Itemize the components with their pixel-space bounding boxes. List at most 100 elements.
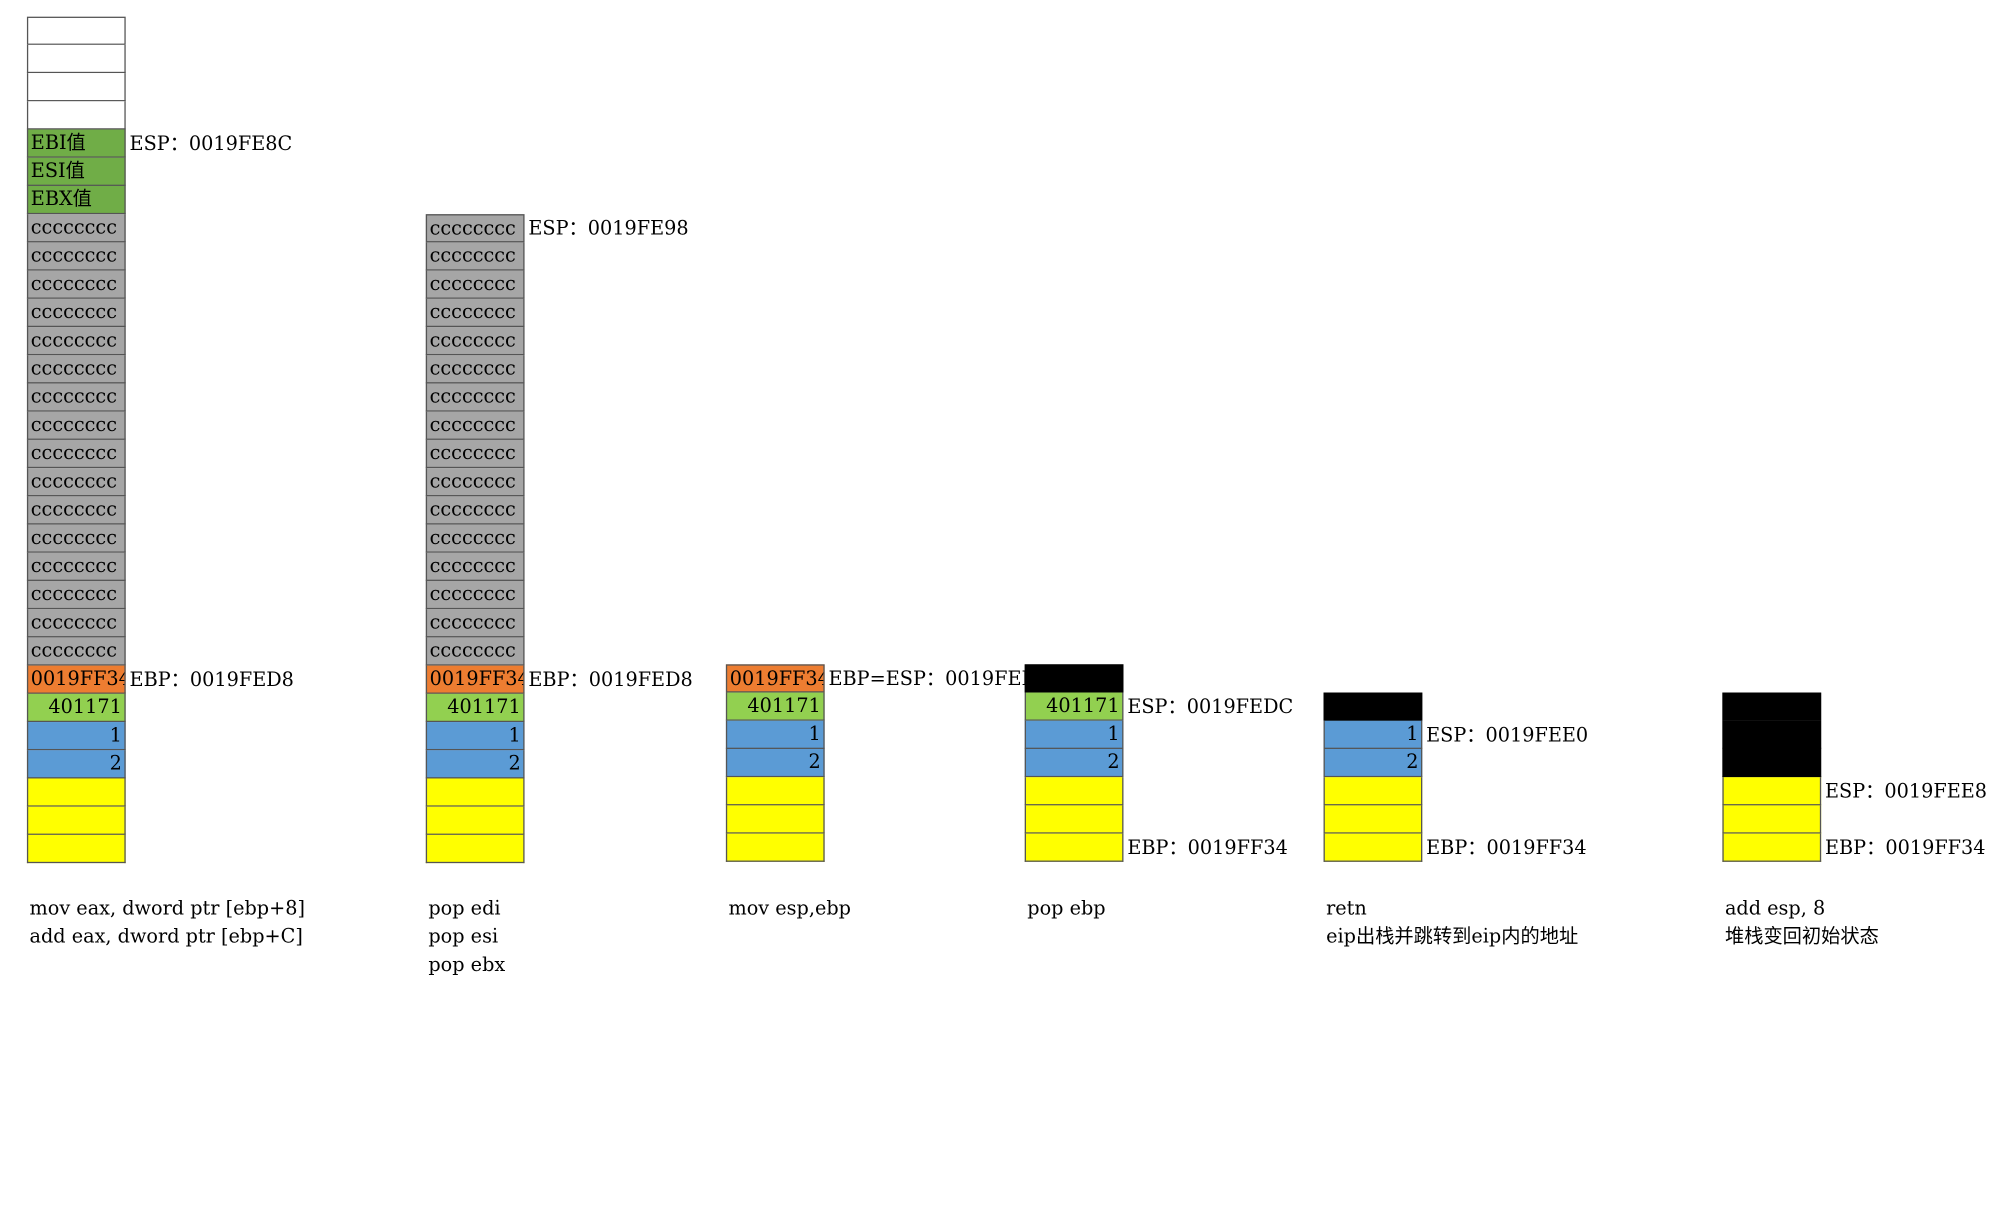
- instruction-line: 堆栈变回初始状态: [1724, 924, 1879, 948]
- instruction-line: mov esp,ebp: [728, 896, 851, 920]
- stack-cell-cc: cccccccc: [26, 298, 126, 328]
- stack-cell-yel: [725, 833, 825, 862]
- stack-cell-yel: [26, 834, 126, 864]
- stack-cell-arg: 2: [1323, 748, 1423, 778]
- stack-cell-yel: [1722, 777, 1822, 806]
- register-pointer-label: ESP：0019FEDC: [1127, 695, 1294, 719]
- stack-cell-cc: cccccccc: [26, 524, 126, 553]
- stack-cell-cc: cccccccc: [425, 609, 525, 638]
- stack-cell-blk: [1722, 748, 1822, 778]
- stack-cell-arg: 1: [26, 722, 126, 751]
- stack-cell-cc: cccccccc: [425, 327, 525, 356]
- stack-cell-yel: [1722, 833, 1822, 862]
- stack-cell-cc: cccccccc: [425, 524, 525, 553]
- stack-cell-cc: cccccccc: [26, 383, 126, 412]
- instruction-line: pop edi: [428, 896, 501, 920]
- stack-cell-cc: cccccccc: [26, 580, 126, 610]
- stack-cell-blk: [1024, 664, 1124, 693]
- stack-cell-ret: 401171: [26, 693, 126, 723]
- stack-cell-yel: [1024, 805, 1124, 834]
- register-pointer-label: EBP：0019FF34: [1426, 836, 1587, 860]
- register-pointer-label: EBP：0019FED8: [129, 668, 294, 692]
- stack-cell-yel: [425, 834, 525, 864]
- stack-cell-yel: [425, 806, 525, 835]
- stack-cell-cc: cccccccc: [26, 242, 126, 271]
- stack-column-6: [1722, 692, 1822, 862]
- stack-cell-cc: cccccccc: [26, 637, 126, 666]
- stack-cell-cc: cccccccc: [425, 383, 525, 412]
- stack-cell-arg: 2: [725, 748, 825, 778]
- stack-cell-empty: [26, 44, 126, 74]
- register-pointer-label: EBP：0019FED8: [528, 668, 693, 692]
- register-pointer-label: ESP：0019FEE0: [1426, 723, 1589, 747]
- stack-cell-blk: [1722, 720, 1822, 749]
- stack-cell-cc: cccccccc: [26, 411, 126, 440]
- stack-cell-cc: cccccccc: [425, 242, 525, 271]
- stack-cell-cc: cccccccc: [26, 270, 126, 299]
- stack-cell-yel: [1722, 805, 1822, 834]
- stack-cell-ret: 401171: [425, 693, 525, 723]
- register-pointer-label: ESP：0019FE8C: [129, 132, 293, 156]
- stack-cell-yel: [1024, 833, 1124, 862]
- stack-cell-cc: cccccccc: [26, 609, 126, 638]
- stack-cell-yel: [1323, 805, 1423, 834]
- stack-column-4: 401171 1 2: [1024, 664, 1124, 862]
- stack-cell-yel: [26, 778, 126, 807]
- instruction-line: add esp, 8: [1724, 896, 1826, 920]
- stack-cell-cc: cccccccc: [26, 496, 126, 525]
- register-pointer-label: ESP：0019FE98: [528, 216, 689, 240]
- stack-cell-arg: 1: [425, 722, 525, 751]
- instruction-line: pop ebp: [1027, 896, 1106, 920]
- stack-cell-ebp: 0019FF34: [725, 664, 825, 693]
- stack-cell-cc: cccccccc: [425, 411, 525, 440]
- stack-column-1: EBI值 ESI值 EBX值 cccccccc cccccccc cccccccc cccc…: [26, 16, 126, 864]
- stack-cell-cc: cccccccc: [26, 327, 126, 356]
- stack-cell-ret: 401171: [725, 692, 825, 721]
- stack-cell-yel: [1323, 777, 1423, 806]
- stack-cell-reg: EBX值: [26, 185, 126, 215]
- stack-cell-ret: 401171: [1024, 692, 1124, 721]
- stack-cell-cc: cccccccc: [425, 637, 525, 666]
- stack-cell-cc: cccccccc: [26, 468, 126, 497]
- stack-cell-yel: [1024, 777, 1124, 806]
- stack-cell-ebp: 0019FF34: [425, 665, 525, 694]
- stack-cell-arg: 1: [1024, 720, 1124, 749]
- instruction-line: eip出栈并跳转到eip内的地址: [1326, 924, 1579, 948]
- stack-cell-blk: [1722, 692, 1822, 721]
- stack-cell-blk: [1323, 692, 1423, 721]
- stack-column-3: 0019FF34 401171 1 2: [725, 664, 825, 862]
- stack-cell-cc: cccccccc: [425, 355, 525, 384]
- stack-cell-cc: cccccccc: [425, 439, 525, 469]
- stack-cell-cc: cccccccc: [425, 468, 525, 497]
- stack-cell-yel: [1323, 833, 1423, 862]
- stack-cell-cc: cccccccc: [425, 552, 525, 581]
- stack-cell-cc: cccccccc: [425, 270, 525, 299]
- stack-cell-reg: ESI值: [26, 157, 126, 186]
- stack-cell-cc: cccccccc: [425, 580, 525, 610]
- stack-cell-empty: [26, 73, 126, 102]
- stack-cell-arg: 2: [425, 750, 525, 779]
- stack-cell-cc: cccccccc: [425, 298, 525, 328]
- stack-cell-cc: cccccccc: [26, 439, 126, 469]
- stack-cell-cc: cccccccc: [26, 552, 126, 581]
- stack-cell-cc: cccccccc: [425, 214, 525, 243]
- stack-cell-empty: [26, 101, 126, 130]
- stack-cell-cc: cccccccc: [26, 355, 126, 384]
- register-pointer-label: EBP：0019FF34: [1824, 836, 1986, 860]
- register-pointer-label: EBP：0019FF34: [1127, 836, 1288, 860]
- stack-cell-empty: [26, 16, 126, 45]
- stack-cell-cc: cccccccc: [425, 496, 525, 525]
- stack-cell-arg: 1: [1323, 720, 1423, 749]
- stack-cell-yel: [725, 777, 825, 806]
- instruction-line: pop esi: [428, 924, 499, 948]
- stack-cell-yel: [725, 805, 825, 834]
- stack-cell-yel: [425, 778, 525, 807]
- stack-cell-arg: 2: [26, 750, 126, 779]
- stack-cell-reg: EBI值: [26, 129, 126, 158]
- instruction-line: retn: [1326, 896, 1367, 920]
- stack-cell-cc: cccccccc: [26, 214, 126, 243]
- stack-cell-arg: 2: [1024, 748, 1124, 778]
- instruction-line: add eax, dword ptr [ebp+C]: [29, 924, 303, 948]
